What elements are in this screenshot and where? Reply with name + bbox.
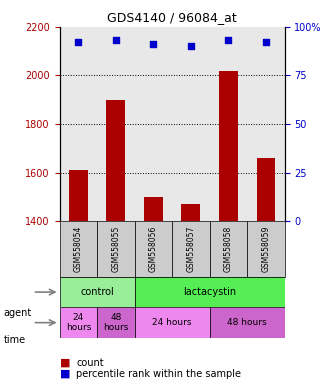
Text: 48 hours: 48 hours <box>227 318 267 327</box>
Text: GSM558057: GSM558057 <box>186 226 195 272</box>
FancyBboxPatch shape <box>210 221 247 277</box>
Text: GSM558058: GSM558058 <box>224 226 233 272</box>
Text: ■: ■ <box>60 369 70 379</box>
Bar <box>181 204 200 384</box>
FancyBboxPatch shape <box>60 307 97 338</box>
Text: 48
hours: 48 hours <box>103 313 128 332</box>
Text: ■: ■ <box>60 358 70 368</box>
Text: lactacystin: lactacystin <box>183 287 236 297</box>
Text: time: time <box>3 335 25 345</box>
Point <box>113 37 118 43</box>
Text: percentile rank within the sample: percentile rank within the sample <box>76 369 241 379</box>
Text: GSM558054: GSM558054 <box>74 226 83 272</box>
Point <box>226 37 231 43</box>
FancyBboxPatch shape <box>135 307 210 338</box>
FancyBboxPatch shape <box>97 221 135 277</box>
Bar <box>107 100 125 384</box>
Bar <box>219 71 238 384</box>
FancyBboxPatch shape <box>97 307 135 338</box>
Text: GSM558055: GSM558055 <box>111 226 120 272</box>
Point <box>76 39 81 45</box>
Point <box>263 39 268 45</box>
Text: agent: agent <box>3 308 31 318</box>
FancyBboxPatch shape <box>135 277 285 307</box>
Bar <box>69 170 88 384</box>
FancyBboxPatch shape <box>60 221 97 277</box>
Text: GSM558059: GSM558059 <box>261 226 270 272</box>
Title: GDS4140 / 96084_at: GDS4140 / 96084_at <box>107 11 237 24</box>
FancyBboxPatch shape <box>172 221 210 277</box>
Bar <box>144 197 163 384</box>
FancyBboxPatch shape <box>135 221 172 277</box>
Point <box>188 43 194 50</box>
Text: count: count <box>76 358 104 368</box>
Text: 24
hours: 24 hours <box>66 313 91 332</box>
FancyBboxPatch shape <box>247 221 285 277</box>
FancyBboxPatch shape <box>60 277 135 307</box>
Text: 24 hours: 24 hours <box>152 318 192 327</box>
Point <box>151 41 156 48</box>
Bar <box>257 158 275 384</box>
Text: GSM558056: GSM558056 <box>149 226 158 272</box>
Text: control: control <box>80 287 114 297</box>
FancyBboxPatch shape <box>210 307 285 338</box>
